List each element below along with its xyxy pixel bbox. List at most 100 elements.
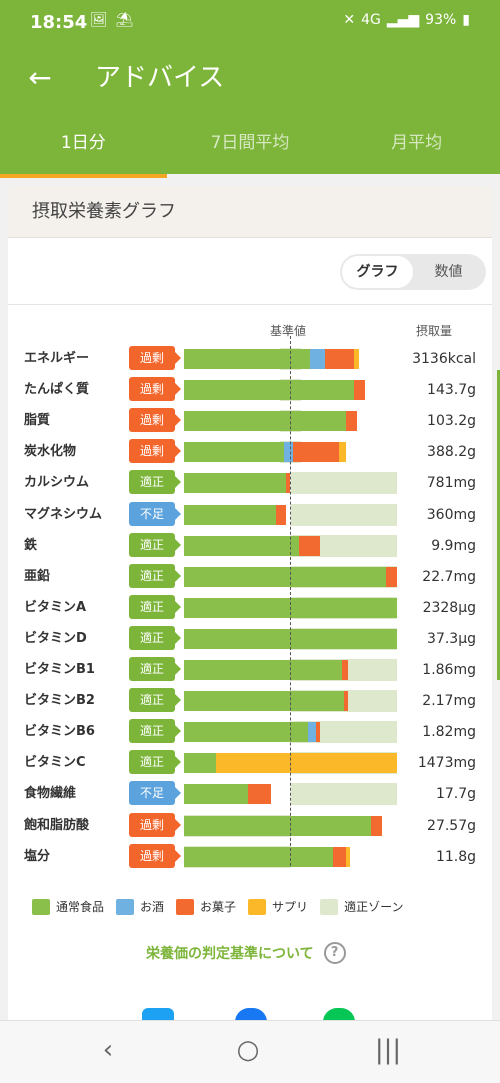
bar-segment-normal <box>184 846 334 867</box>
scrollbar[interactable] <box>497 370 500 680</box>
legend-item-supplement: サプリ <box>248 898 308 915</box>
nutrient-row: ビタミンB6 適正 1.82mg <box>8 719 492 745</box>
bar-segment-normal <box>184 504 276 525</box>
nutrient-name: ビタミンB1 <box>24 662 95 677</box>
nutrient-bar-track <box>184 814 397 837</box>
toggle-values[interactable]: 数値 <box>434 264 463 280</box>
bar-segment-normal <box>184 784 248 805</box>
status-badge: 不足 <box>129 781 181 806</box>
nutrient-bar-track <box>184 596 397 619</box>
nutrient-name: たんぱく質 <box>24 382 90 398</box>
twitter-share-icon[interactable] <box>142 1008 174 1022</box>
divider <box>8 304 492 305</box>
tab-daily[interactable]: 1日分 <box>0 116 167 178</box>
nutrient-row: ビタミンD 適正 37.3μg <box>8 625 492 652</box>
nav-recent-apps-icon[interactable]: ||| <box>374 1035 402 1065</box>
status-badge: 過剰 <box>129 346 181 370</box>
chart-legend: 通常食品 お酒 お菓子 サプリ 適正ゾーン <box>32 898 403 915</box>
bar-segment-supplement <box>354 349 359 369</box>
status-badge: 適正 <box>129 470 181 495</box>
system-nav-bar: ‹ ○ ||| <box>0 1020 500 1083</box>
period-tabs: 1日分 7日間平均 月平均 <box>0 116 500 178</box>
status-badge: 過剰 <box>129 843 181 868</box>
bar-segment-snacks <box>299 535 321 556</box>
nutrient-bar-track <box>184 783 397 806</box>
nutrient-name: 鉄 <box>24 537 38 553</box>
bar-segment-normal <box>184 815 372 836</box>
nutrient-row: ビタミンC 適正 1473mg <box>8 750 492 776</box>
nutrient-name: ビタミンB2 <box>24 693 95 709</box>
status-badge: 適正 <box>129 594 181 619</box>
status-badge: 適正 <box>129 750 181 775</box>
bar-segment-normal <box>184 535 300 556</box>
nutrient-intake-value: 360mg <box>426 506 476 523</box>
back-arrow-icon[interactable]: ← <box>28 61 52 94</box>
bar-segment-snacks <box>292 442 340 463</box>
nutrient-bar-track <box>184 721 397 744</box>
optimal-zone <box>290 472 397 495</box>
nutrient-row: たんぱく質 過剰 143.7g <box>8 377 492 403</box>
nutrient-name: カルシウム <box>24 475 90 491</box>
nutrient-row: ビタミンA 適正 2328μg <box>8 594 492 621</box>
nutrient-name: 炭水化物 <box>24 444 77 460</box>
legend-label: 通常食品 <box>56 900 105 914</box>
battery-icon: ▮ <box>462 12 470 28</box>
bar-segment-supplement <box>339 442 346 463</box>
legend-swatch <box>116 898 135 915</box>
bar-segment-normal <box>184 722 308 743</box>
nutrient-intake-value: 1473mg <box>417 755 476 772</box>
nutrient-intake-value: 27.57g <box>427 817 476 834</box>
status-badge: 過剰 <box>129 377 181 402</box>
bar-segment-snacks <box>371 815 383 836</box>
nutrient-name: ビタミンC <box>24 755 86 771</box>
nutrient-row: 飽和脂肪酸 過剰 27.57g <box>8 812 492 839</box>
nutrient-intake-value: 22.7mg <box>422 568 476 585</box>
nav-home-icon[interactable]: ○ <box>236 1035 260 1065</box>
nutrient-intake-value: 103.2g <box>427 413 476 430</box>
criteria-link[interactable]: 栄養価の判定基準について ? <box>146 942 346 964</box>
bar-segment-snacks <box>333 846 346 867</box>
nutrient-name: 飽和脂肪酸 <box>24 817 90 833</box>
bar-segment-snacks <box>316 722 321 743</box>
bar-segment-normal <box>184 753 216 774</box>
toggle-graph[interactable]: グラフ <box>342 256 413 288</box>
bar-segment-alcohol <box>284 442 293 463</box>
nutrient-bar-track <box>184 752 397 775</box>
bar-segment-snacks <box>386 566 397 587</box>
intake-header: 摂取量 <box>416 324 453 338</box>
nutrient-name: 塩分 <box>24 848 51 864</box>
nav-back-icon[interactable]: ‹ <box>102 1035 114 1065</box>
nutrient-bar-track <box>184 503 397 526</box>
status-badge: 適正 <box>129 563 181 588</box>
nutrient-intake-value: 17.7g <box>435 786 476 803</box>
optimal-zone <box>290 783 397 806</box>
legend-swatch <box>32 898 50 915</box>
baseline-line <box>290 336 291 866</box>
bar-segment-snacks <box>354 380 366 401</box>
nutrient-intake-value: 143.7g <box>427 382 476 399</box>
nutrient-bar-track <box>184 472 397 495</box>
nutrient-bar-track <box>184 845 397 868</box>
nutrient-row: ビタミンB2 適正 2.17mg <box>8 688 492 714</box>
nutrient-intake-value: 2328μg <box>422 599 476 616</box>
help-icon[interactable]: ? <box>323 942 346 964</box>
legend-label: サプリ <box>272 900 309 914</box>
nutrient-intake-value: 1.82mg <box>422 724 476 741</box>
nutrient-intake-value: 388.2g <box>427 444 476 461</box>
bar-segment-alcohol <box>307 722 317 743</box>
nutrient-row: 脂質 過剰 103.2g <box>8 408 492 434</box>
status-badge: 適正 <box>129 719 181 744</box>
tab-monthly-average[interactable]: 月平均 <box>391 133 443 153</box>
nutrient-row: ビタミンB1 適正 1.86mg <box>8 657 492 683</box>
app-bar: ← アドバイス <box>0 40 500 116</box>
nutrient-intake-value: 781mg <box>426 475 476 492</box>
tab-7day-average[interactable]: 7日間平均 <box>210 133 290 153</box>
legend-item-zone: 適正ゾーン <box>320 898 403 915</box>
bar-segment-normal <box>184 473 287 494</box>
line-share-icon[interactable] <box>323 1008 355 1022</box>
nutrient-name: ビタミンA <box>24 599 87 615</box>
status-badge: 適正 <box>129 688 181 713</box>
bar-segment-snacks <box>345 411 357 432</box>
criteria-link-label: 栄養価の判定基準について <box>146 946 314 962</box>
facebook-share-icon[interactable] <box>235 1008 267 1022</box>
